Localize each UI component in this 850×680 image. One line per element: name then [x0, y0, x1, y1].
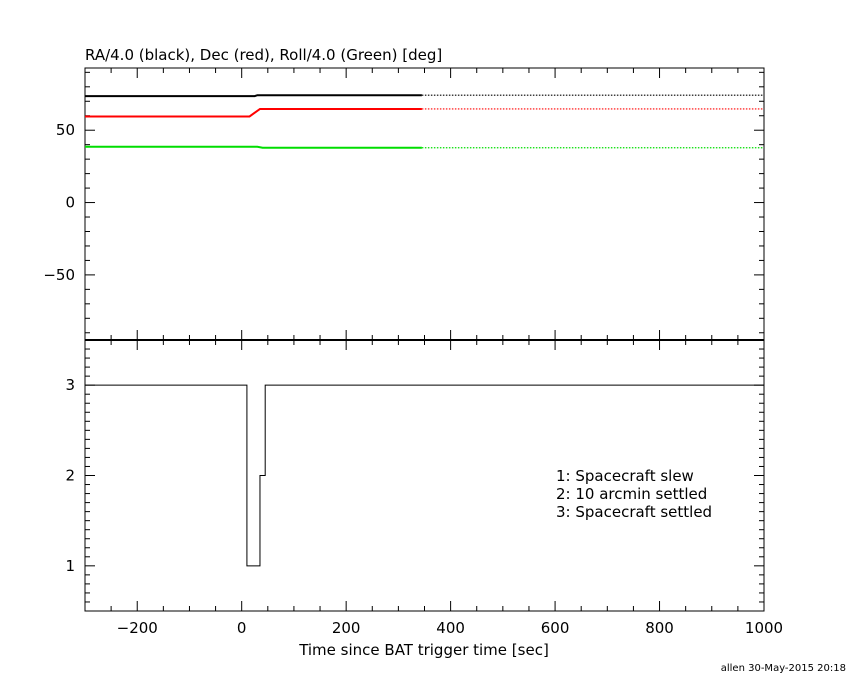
top-chart-title: RA/4.0 (black), Dec (red), Roll/4.0 (Gre… [85, 46, 442, 64]
top-series [85, 94, 764, 149]
bottom-panel: 1 2 3 −200 0 200 400 600 800 1000 1: Spacecraft … [65, 339, 783, 659]
top-y-tick-label: −50 [43, 266, 75, 284]
credit-text: allen 30-May-2015 20:18 [721, 663, 846, 674]
bottom-y-tick-labels: 1 2 3 [65, 376, 75, 575]
bottom-y-tick-label: 2 [65, 467, 75, 485]
bottom-y-tick-label: 3 [65, 376, 75, 394]
annotation-1: 1: Spacecraft slew [556, 467, 694, 485]
top-y-tick-label: 0 [65, 194, 75, 212]
top-series-line-1 [85, 107, 422, 118]
bottom-series-line-0 [85, 384, 764, 567]
bottom-y-tick-label: 1 [65, 557, 75, 575]
top-series-line-0 [85, 94, 422, 98]
x-tick-label: 600 [541, 619, 570, 637]
x-axis-label: Time since BAT trigger time [sec] [298, 641, 549, 659]
top-panel: RA/4.0 (black), Dec (red), Roll/4.0 (Gre… [43, 46, 765, 341]
x-tick-label: 0 [237, 619, 247, 637]
annotation-2: 2: 10 arcmin settled [556, 485, 707, 503]
x-tick-label: 1000 [745, 619, 783, 637]
x-tick-label: 400 [436, 619, 465, 637]
x-tick-label: −200 [117, 619, 158, 637]
x-tick-label: 800 [645, 619, 674, 637]
top-y-tick-label: 50 [56, 121, 75, 139]
annotation-3: 3: Spacecraft settled [556, 503, 712, 521]
bottom-series [85, 384, 764, 567]
x-tick-label: 200 [332, 619, 361, 637]
top-y-tick-labels: −50 0 50 [43, 121, 75, 284]
top-series-line-2 [85, 145, 422, 149]
x-tick-labels: −200 0 200 400 600 800 1000 [117, 619, 783, 637]
